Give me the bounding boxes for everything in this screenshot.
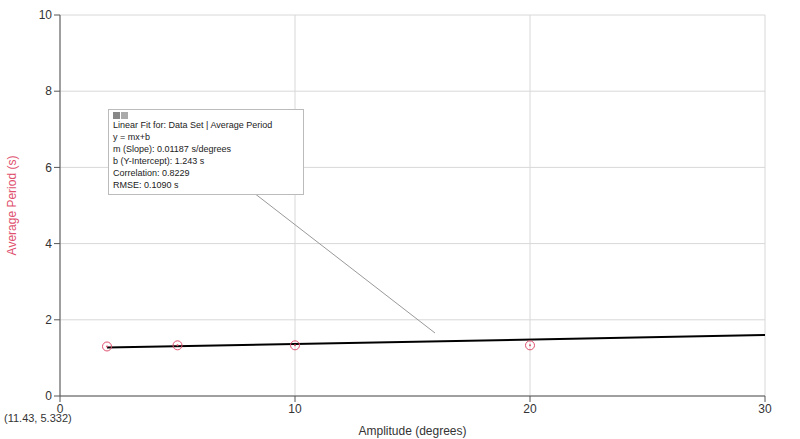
svg-text:4: 4 <box>45 237 52 251</box>
svg-text:20: 20 <box>523 402 537 416</box>
svg-text:0: 0 <box>45 389 52 403</box>
svg-text:Amplitude (degrees): Amplitude (degrees) <box>358 424 466 438</box>
svg-text:Average Period (s): Average Period (s) <box>8 156 19 256</box>
svg-text:0: 0 <box>56 401 64 416</box>
svg-text:8: 8 <box>45 84 52 98</box>
html-text:y = mx+b: y = mx+b <box>113 132 150 142</box>
svg-text:2: 2 <box>45 313 52 327</box>
html-text:Linear Fit for: Data Set | Ave: Linear Fit for: Data Set | Average Perio… <box>113 120 273 130</box>
html-text:m (Slope): 0.01187 s/degrees: m (Slope): 0.01187 s/degrees <box>113 144 231 154</box>
html-text:Correlation: 0.8229: Correlation: 0.8229 <box>113 168 190 178</box>
svg-text:10: 10 <box>288 402 302 416</box>
html-text:(11.43, 5.332): (11.43, 5.332) <box>4 412 72 424</box>
svg-text:6: 6 <box>45 161 52 175</box>
html-text:b (Y-Intercept): 1.243 s: b (Y-Intercept): 1.243 s <box>113 156 205 166</box>
svg-text:10: 10 <box>39 8 53 22</box>
svg-text:30: 30 <box>758 402 772 416</box>
html-text:RMSE: 0.1090 s: RMSE: 0.1090 s <box>113 180 179 190</box>
